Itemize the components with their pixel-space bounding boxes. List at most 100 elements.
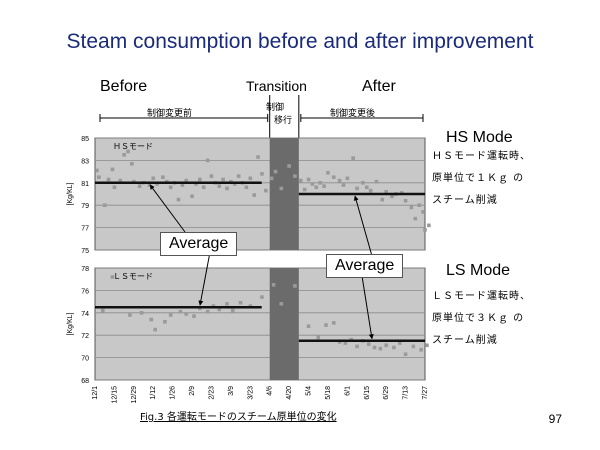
hs-point-22 [184,178,189,183]
ls-point-0 [100,308,105,313]
xtick-label-16: 7/13 [403,386,410,400]
ls-ytick-0: 78 [81,266,89,273]
phase-after-label: After [362,78,396,95]
hs-point-66 [380,197,385,202]
xtick-label-7: 3/9 [228,386,235,396]
ls-point-20 [271,283,276,287]
xtick-label-13: 6/1 [344,386,351,396]
ls-point-8 [178,309,183,314]
hs-point-42 [264,188,268,193]
xtick-label-2: 12/29 [131,386,138,404]
average-callout-2: Average [326,254,404,278]
hs-point-6 [118,178,123,183]
bracket-transition-label-2: 移行 [274,116,293,126]
hs-point-60 [351,156,355,160]
hs-point-56 [331,175,336,179]
xtick-label-15: 6/29 [383,386,390,400]
ls-ytick-2: 74 [81,311,89,318]
hs-ytick-2: 81 [81,181,89,188]
hs-ytick-0: 85 [81,136,89,143]
hs-point-43 [269,176,274,181]
hs-point-32 [225,186,229,191]
ls-point-10 [192,314,196,318]
hs-point-77 [427,223,431,228]
hs-point-38 [248,176,253,181]
xtick-label-3: 1/12 [150,386,157,400]
hs-point-46 [287,164,291,168]
hs-point-61 [355,186,359,191]
ls-point-41 [425,343,429,348]
hs-point-39 [252,193,256,197]
hs-point-28 [209,174,214,178]
hs-ytick-3: 79 [81,203,89,210]
hs-point-40 [256,155,260,159]
hs-point-23 [190,194,194,199]
hs-point-71 [403,198,408,203]
hs-point-14 [151,176,156,181]
ls-mode-label: LS Mode [446,262,511,279]
hs-point-3 [106,177,111,182]
page-number: 97 [548,412,562,426]
xtick-label-14: 6/15 [364,386,371,400]
hs-point-7 [122,153,126,157]
hs-note-line-1: ＨＳモード運転時、 [432,151,531,162]
xtick-label-10: 4/20 [286,386,293,400]
xtick-label-5: 2/9 [189,386,196,396]
ls-note-line-1: ＬＳモード運転時、 [432,291,531,302]
hs-point-13 [147,183,152,187]
hs-point-65 [374,179,379,184]
xtick-label-17: 7/27 [422,386,429,400]
ls-point-1 [110,275,115,279]
hs-point-76 [423,228,427,232]
ls-point-30 [355,344,359,349]
hs-point-27 [205,158,210,163]
ls-point-19 [260,295,264,299]
ls-note-line-3: スチーム削減 [432,335,498,346]
hs-point-63 [364,185,369,190]
arrow-average-2-ls [361,275,374,340]
ls-point-4 [149,317,154,322]
ls-point-33 [372,345,377,350]
hs-ytick-5: 75 [81,248,89,255]
ls-point-28 [343,341,348,345]
hs-point-57 [337,178,342,183]
ls-point-21 [279,302,284,306]
ls-point-16 [231,308,235,313]
hs-point-4 [110,167,115,172]
ls-point-12 [205,309,210,314]
ls-point-2 [128,313,132,317]
slide-title: Steam consumption before and after impro… [66,30,534,53]
ls-point-39 [411,344,416,349]
figure-caption: Fig.3 各運転モードのスチーム原単位の変化 [140,412,337,423]
ls-ytick-3: 72 [81,333,89,340]
hs-point-67 [384,189,388,194]
xtick-label-12: 5/18 [325,386,332,400]
hs-panel-label: ＨＳモード [113,142,153,151]
hs-point-55 [326,170,330,175]
hs-point-20 [176,197,181,202]
hs-point-48 [298,178,303,183]
ls-point-25 [324,323,328,327]
hs-ytick-4: 77 [81,226,89,233]
hs-point-0 [95,168,99,173]
ls-point-7 [168,313,173,317]
hs-ytick-1: 83 [81,158,89,165]
hs-point-44 [273,169,278,174]
hs-point-9 [130,161,134,166]
ls-point-6 [163,319,167,324]
xtick-label-1: 12/15 [111,386,118,404]
ls-point-32 [366,342,371,346]
ls-point-23 [306,324,311,329]
ls-point-14 [217,307,222,312]
ls-point-37 [397,341,402,345]
hs-mode-note: ＨＳモード運転時、 原単位で１Ｋｇ の スチーム削減 [432,146,531,212]
ls-point-26 [331,321,336,325]
average-callout-1: Average [160,232,238,256]
hs-point-8 [126,149,130,154]
ls-point-9 [184,312,189,316]
hs-point-73 [413,216,418,221]
hs-point-74 [417,203,421,207]
hs-point-16 [161,175,165,179]
hs-point-26 [201,185,206,190]
